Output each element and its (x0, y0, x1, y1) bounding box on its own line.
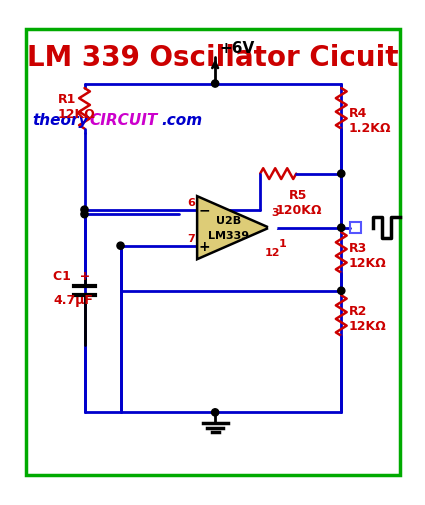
Text: U2B: U2B (216, 216, 241, 226)
Text: +: + (198, 239, 210, 253)
Circle shape (117, 242, 124, 250)
Circle shape (337, 171, 345, 178)
Text: 1: 1 (278, 239, 286, 249)
Text: 4.7μF: 4.7μF (53, 293, 93, 307)
Circle shape (337, 225, 345, 232)
Text: C1  +: C1 + (53, 269, 90, 282)
Text: LM339: LM339 (208, 230, 249, 240)
Text: R3
12KΩ: R3 12KΩ (348, 241, 386, 269)
Text: theory: theory (33, 113, 89, 128)
Text: R2
12KΩ: R2 12KΩ (348, 304, 386, 332)
Polygon shape (197, 197, 269, 260)
Circle shape (212, 409, 219, 416)
Text: 7: 7 (187, 233, 196, 243)
Text: 6: 6 (187, 197, 196, 208)
Circle shape (212, 81, 219, 88)
Text: 12: 12 (265, 248, 280, 258)
Text: CIRCUIT: CIRCUIT (89, 113, 157, 128)
Text: R4
1.2KΩ: R4 1.2KΩ (348, 107, 391, 134)
Circle shape (337, 287, 345, 295)
Circle shape (269, 225, 276, 232)
Text: R5
120KΩ: R5 120KΩ (275, 189, 322, 217)
Text: LM 339 Oscillator Cicuit: LM 339 Oscillator Cicuit (27, 43, 398, 71)
Text: .com: .com (161, 113, 202, 128)
Text: +6V: +6V (220, 40, 255, 56)
Circle shape (81, 211, 88, 218)
Text: R1
12KΩ: R1 12KΩ (57, 93, 95, 121)
Text: 3: 3 (271, 208, 279, 218)
Circle shape (81, 207, 88, 214)
Bar (350, 223, 361, 234)
Text: −: − (198, 203, 210, 217)
